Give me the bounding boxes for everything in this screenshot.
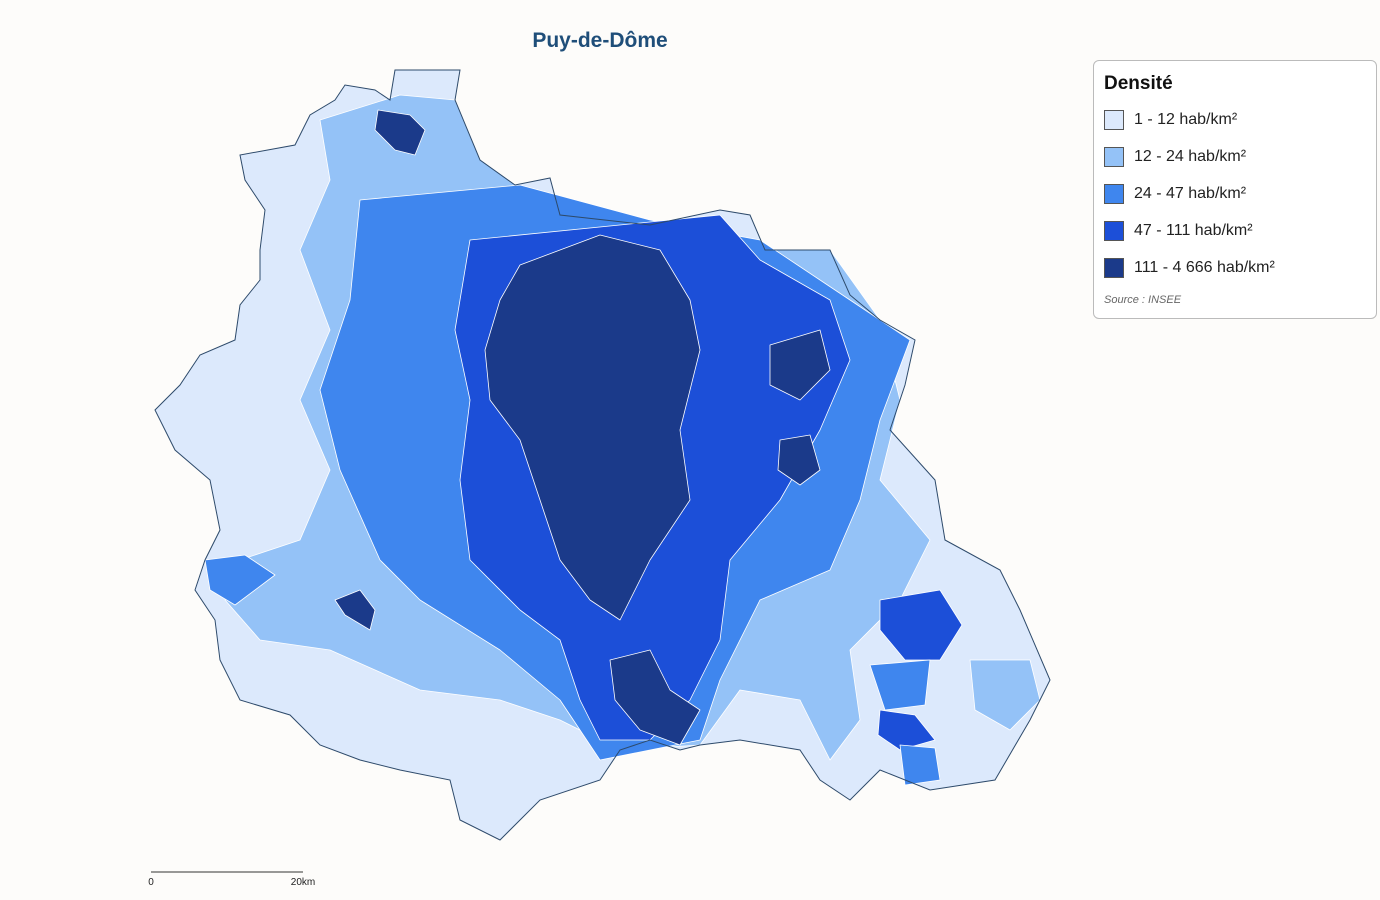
legend-swatch	[1104, 183, 1124, 204]
legend-swatch	[1104, 109, 1124, 130]
legend-item: 111 - 4 666 hab/km²	[1104, 249, 1366, 286]
region	[334, 589, 376, 631]
legend-swatch	[1104, 220, 1124, 241]
legend-item: 1 - 12 hab/km²	[1104, 101, 1366, 138]
legend-item: 47 - 111 hab/km²	[1104, 212, 1366, 249]
communes	[154, 69, 1051, 841]
legend-swatch	[1104, 257, 1124, 278]
region	[969, 659, 1041, 731]
legend-label: 47 - 111 hab/km²	[1134, 221, 1253, 239]
legend-items: 1 - 12 hab/km² 12 - 24 hab/km² 24 - 47 hab…	[1104, 101, 1366, 286]
region	[484, 234, 701, 621]
region	[877, 709, 936, 751]
region	[609, 649, 701, 746]
department-outline	[154, 69, 1051, 841]
legend-label: 12 - 24 hab/km²	[1134, 147, 1247, 165]
legend-label: 111 - 4 666 hab/km²	[1134, 258, 1275, 276]
legend-item: 24 - 47 hab/km²	[1104, 175, 1366, 212]
legend: Densité 1 - 12 hab/km² 12 - 24 hab/km² 24 …	[1093, 60, 1377, 319]
legend-swatch	[1104, 146, 1124, 167]
region	[777, 434, 821, 486]
legend-label: 1 - 12 hab/km²	[1134, 110, 1238, 128]
scale-end: 20km	[291, 877, 315, 888]
legend-title: Densité	[1104, 73, 1173, 94]
region	[204, 554, 276, 606]
legend-label: 24 - 47 hab/km²	[1134, 184, 1247, 202]
region	[374, 109, 426, 156]
region	[869, 659, 931, 711]
region	[879, 589, 963, 661]
region	[769, 329, 831, 401]
scale-start: 0	[148, 877, 154, 888]
legend-item: 12 - 24 hab/km²	[1104, 138, 1366, 175]
source: Source : INSEE	[1104, 294, 1182, 306]
map-title: Puy-de-Dôme	[532, 29, 667, 52]
region	[899, 744, 941, 786]
